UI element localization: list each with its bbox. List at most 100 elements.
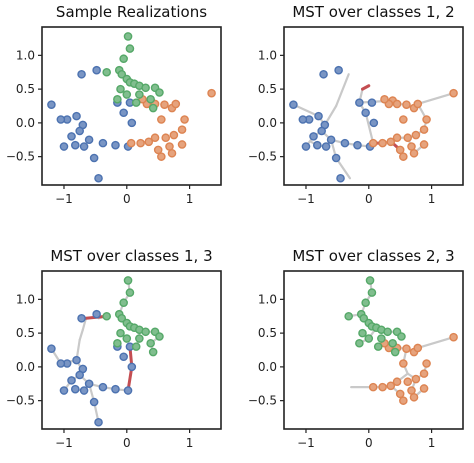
green-point — [361, 298, 370, 308]
orange-point — [386, 137, 396, 147]
blue-point — [317, 126, 326, 136]
panel-1: Sample Realizations −1 0 1 −0.5 0.0 0.5 1.0 — [6, 3, 222, 206]
y-tick-label: 0.0 — [258, 360, 277, 374]
orange-point — [378, 138, 387, 148]
x-tick-label: 0 — [123, 192, 131, 206]
blue-point — [127, 362, 137, 372]
orange-point — [395, 389, 405, 399]
orange-point — [392, 99, 402, 109]
orange-point — [157, 152, 166, 161]
mst-edge — [292, 103, 320, 118]
y-tick-label: 1.0 — [258, 292, 277, 306]
green-point — [344, 311, 353, 321]
blue-point — [111, 384, 120, 394]
blue-point — [353, 140, 362, 150]
blue-point — [89, 153, 99, 163]
y-tick-label: 1.0 — [16, 292, 35, 306]
blue-point — [77, 69, 86, 79]
green-point — [102, 67, 111, 77]
plot-area — [289, 65, 458, 183]
axes-frame — [41, 270, 222, 430]
green-point — [365, 276, 375, 285]
plot-area — [344, 276, 458, 405]
blue-point — [98, 382, 108, 392]
blue-point — [331, 153, 341, 163]
orange-point — [161, 133, 171, 143]
orange-point — [411, 374, 421, 384]
blue-point — [79, 142, 89, 151]
green-point — [359, 313, 369, 323]
orange-point — [207, 88, 216, 98]
green-point — [131, 98, 141, 107]
green-point — [155, 332, 164, 341]
green-point — [113, 338, 122, 348]
blue-point — [301, 142, 311, 151]
blue-point — [72, 355, 81, 365]
panel-2: MST over classes 1, 2 −1 0 1 −0.5 0.0 0.5 1.0 — [248, 3, 464, 206]
x-tick-label: 1 — [428, 436, 436, 450]
y-tick-label: 0.5 — [258, 326, 277, 340]
axes-frame — [283, 270, 464, 430]
x-tick-label: −1 — [55, 192, 73, 206]
blue-point — [123, 386, 133, 395]
blue-point — [355, 98, 364, 107]
blue-point — [47, 100, 56, 109]
orange-point — [399, 396, 408, 405]
blue-point — [94, 417, 103, 427]
blue-point — [67, 132, 76, 141]
green-point — [367, 288, 377, 297]
blue-point — [314, 111, 323, 121]
orange-point — [403, 133, 413, 143]
blue-point — [298, 115, 308, 124]
green-point — [122, 90, 132, 99]
y-tick-label: −0.5 — [248, 394, 277, 408]
orange-point — [171, 99, 181, 109]
green-point — [116, 84, 125, 94]
green-point — [113, 94, 122, 104]
orange-point — [160, 100, 169, 109]
blue-point — [92, 65, 101, 75]
orange-point — [419, 140, 429, 149]
orange-point — [153, 145, 163, 155]
blue-point — [59, 386, 69, 395]
green-point — [148, 347, 158, 357]
green-point — [141, 83, 150, 93]
orange-point — [368, 382, 378, 392]
green-point — [135, 334, 144, 343]
green-point — [122, 334, 132, 343]
orange-point — [399, 115, 408, 124]
green-point — [146, 94, 155, 104]
panel-title: MST over classes 2, 3 — [292, 247, 454, 265]
blue-point — [59, 142, 69, 151]
green-point — [155, 88, 164, 97]
cross-class-edge — [361, 84, 371, 91]
x-tick-label: 1 — [186, 192, 194, 206]
orange-point — [177, 140, 187, 149]
orange-point — [136, 138, 145, 148]
green-point — [102, 311, 111, 321]
orange-point — [413, 343, 423, 353]
y-tick-label: 0.0 — [16, 116, 35, 130]
orange-point — [392, 133, 402, 143]
green-point — [125, 288, 135, 297]
orange-point — [368, 138, 378, 148]
green-point — [119, 54, 128, 64]
y-tick-label: −0.5 — [6, 150, 35, 164]
y-tick-label: 0.5 — [258, 82, 277, 96]
orange-point — [403, 377, 413, 387]
blue-point — [84, 135, 94, 145]
green-point — [117, 313, 127, 323]
blue-point — [47, 344, 56, 353]
orange-point — [399, 152, 408, 161]
mst-edge — [78, 328, 84, 341]
orange-point — [167, 148, 177, 158]
green-point — [116, 328, 125, 338]
x-tick-label: 0 — [365, 436, 373, 450]
x-tick-label: 1 — [186, 436, 194, 450]
blue-point — [92, 309, 101, 319]
orange-point — [386, 381, 396, 391]
blue-point — [119, 108, 128, 118]
green-point — [141, 327, 150, 337]
mst-edge — [81, 317, 88, 331]
blue-point — [70, 384, 80, 394]
